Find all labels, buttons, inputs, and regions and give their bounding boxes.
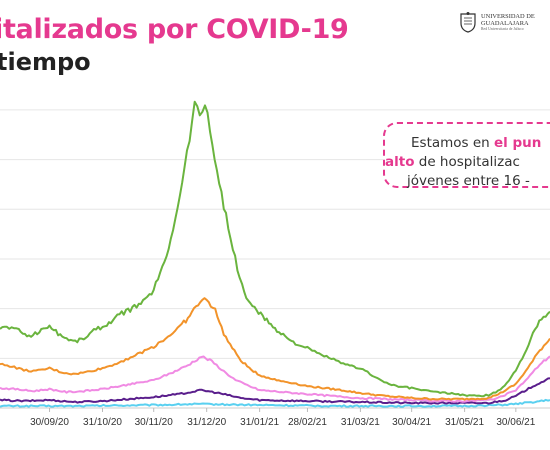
callout-highlight-2: alto (385, 154, 415, 170)
x-tick-label: 30/04/21 (392, 417, 431, 428)
chart-title: italizados por COVID-19 (0, 14, 349, 45)
annotation-callout: Estamos en el pun alto de hospitalizac j… (383, 122, 550, 189)
series-line (0, 355, 550, 403)
series-line (0, 398, 550, 408)
x-tick-label: 30/11/20 (135, 417, 174, 428)
series-lines (0, 100, 550, 408)
series-line (0, 100, 550, 398)
logo-line1: UNIVERSIDAD DE (481, 12, 535, 20)
series-line (0, 377, 550, 405)
x-tick-label: 30/09/20 (30, 417, 69, 428)
x-tick-label: 31/12/20 (187, 417, 226, 428)
callout-text-1a: Estamos en (411, 135, 495, 151)
x-tick-label: 31/01/21 (240, 417, 279, 428)
callout-highlight-1: el pun (494, 135, 542, 151)
series-line (0, 297, 550, 401)
x-tick-label: 31/10/20 (83, 417, 122, 428)
x-tick-label: 30/06/21 (496, 417, 535, 428)
callout-text-2b: de hospitalizac (414, 154, 520, 170)
chart-subtitle: tiempo (0, 48, 91, 76)
x-tick-labels: 30/09/20 31/10/20 30/11/20 31/12/20 31/01/21… (30, 408, 536, 428)
logo-motto: Red Universitaria de Jalisco (481, 26, 524, 31)
callout-line-1: Estamos en el pun (385, 134, 550, 153)
university-logo: UNIVERSIDAD DE GUADALAJARA Red Universit… (458, 10, 542, 34)
logo-wordmark: UNIVERSIDAD DE GUADALAJARA Red Universit… (481, 13, 535, 32)
callout-line-3: jóvenes entre 16 - (407, 173, 530, 189)
logo-line2: GUADALAJARA (481, 19, 529, 27)
university-seal-icon (460, 12, 476, 33)
x-tick-label: 31/03/21 (341, 417, 380, 428)
callout-line-2: alto de hospitalizac (385, 153, 550, 172)
x-tick-label: 31/05/21 (445, 417, 484, 428)
x-tick-label: 28/02/21 (288, 417, 327, 428)
